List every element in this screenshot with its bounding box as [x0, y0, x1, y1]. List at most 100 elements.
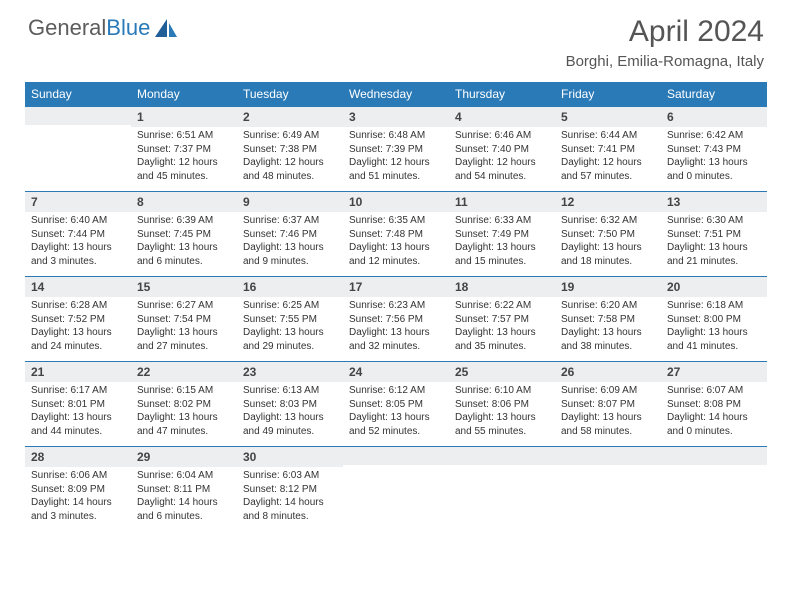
day-number: 19 — [555, 276, 661, 297]
day-cell: 8Sunrise: 6:39 AMSunset: 7:45 PMDaylight… — [131, 191, 237, 276]
day-number: 8 — [131, 191, 237, 212]
day-data: Sunrise: 6:18 AMSunset: 8:00 PMDaylight:… — [661, 297, 767, 361]
daylight-text: Daylight: 13 hours — [31, 241, 125, 255]
daylight-text: Daylight: 13 hours — [31, 326, 125, 340]
sunset-text: Sunset: 7:55 PM — [243, 313, 337, 327]
weekday-header: Saturday — [661, 82, 767, 106]
sunset-text: Sunset: 8:05 PM — [349, 398, 443, 412]
daylight-text: and 49 minutes. — [243, 425, 337, 439]
daylight-text: and 21 minutes. — [667, 255, 761, 269]
logo: GeneralBlue — [28, 15, 179, 41]
daylight-text: Daylight: 13 hours — [455, 241, 549, 255]
sunrise-text: Sunrise: 6:30 AM — [667, 214, 761, 228]
day-number: 29 — [131, 446, 237, 467]
weekday-header: Thursday — [449, 82, 555, 106]
week-row: 28Sunrise: 6:06 AMSunset: 8:09 PMDayligh… — [25, 446, 767, 531]
weekday-header: Tuesday — [237, 82, 343, 106]
day-number: 14 — [25, 276, 131, 297]
calendar-body: 1Sunrise: 6:51 AMSunset: 7:37 PMDaylight… — [25, 106, 767, 531]
day-number: 26 — [555, 361, 661, 382]
sunset-text: Sunset: 8:02 PM — [137, 398, 231, 412]
day-number: 2 — [237, 106, 343, 127]
daylight-text: and 8 minutes. — [243, 510, 337, 524]
day-number: 6 — [661, 106, 767, 127]
empty-day-body — [555, 465, 661, 517]
sunrise-text: Sunrise: 6:20 AM — [561, 299, 655, 313]
daylight-text: Daylight: 13 hours — [243, 241, 337, 255]
empty-day-header — [449, 446, 555, 465]
day-data: Sunrise: 6:46 AMSunset: 7:40 PMDaylight:… — [449, 127, 555, 191]
sunrise-text: Sunrise: 6:48 AM — [349, 129, 443, 143]
sunset-text: Sunset: 7:37 PM — [137, 143, 231, 157]
sunset-text: Sunset: 7:52 PM — [31, 313, 125, 327]
sunset-text: Sunset: 7:40 PM — [455, 143, 549, 157]
week-row: 14Sunrise: 6:28 AMSunset: 7:52 PMDayligh… — [25, 276, 767, 361]
daylight-text: Daylight: 13 hours — [561, 411, 655, 425]
weekday-header: Sunday — [25, 82, 131, 106]
sunset-text: Sunset: 8:00 PM — [667, 313, 761, 327]
day-number: 1 — [131, 106, 237, 127]
sunrise-text: Sunrise: 6:06 AM — [31, 469, 125, 483]
day-data: Sunrise: 6:10 AMSunset: 8:06 PMDaylight:… — [449, 382, 555, 446]
day-cell: 19Sunrise: 6:20 AMSunset: 7:58 PMDayligh… — [555, 276, 661, 361]
empty-day-header — [555, 446, 661, 465]
day-number: 4 — [449, 106, 555, 127]
day-cell: 23Sunrise: 6:13 AMSunset: 8:03 PMDayligh… — [237, 361, 343, 446]
empty-day-body — [343, 465, 449, 517]
empty-day-body — [661, 465, 767, 517]
daylight-text: and 48 minutes. — [243, 170, 337, 184]
daylight-text: Daylight: 13 hours — [455, 411, 549, 425]
day-data: Sunrise: 6:49 AMSunset: 7:38 PMDaylight:… — [237, 127, 343, 191]
daylight-text: and 41 minutes. — [667, 340, 761, 354]
daylight-text: and 18 minutes. — [561, 255, 655, 269]
day-cell: 27Sunrise: 6:07 AMSunset: 8:08 PMDayligh… — [661, 361, 767, 446]
sunset-text: Sunset: 7:51 PM — [667, 228, 761, 242]
daylight-text: Daylight: 13 hours — [667, 156, 761, 170]
day-cell: 1Sunrise: 6:51 AMSunset: 7:37 PMDaylight… — [131, 106, 237, 191]
day-number: 21 — [25, 361, 131, 382]
sunset-text: Sunset: 7:38 PM — [243, 143, 337, 157]
sunrise-text: Sunrise: 6:03 AM — [243, 469, 337, 483]
day-cell — [25, 106, 131, 191]
weekday-header: Wednesday — [343, 82, 449, 106]
day-cell — [449, 446, 555, 531]
sunrise-text: Sunrise: 6:33 AM — [455, 214, 549, 228]
day-data: Sunrise: 6:17 AMSunset: 8:01 PMDaylight:… — [25, 382, 131, 446]
sunset-text: Sunset: 8:01 PM — [31, 398, 125, 412]
day-cell: 26Sunrise: 6:09 AMSunset: 8:07 PMDayligh… — [555, 361, 661, 446]
day-cell: 10Sunrise: 6:35 AMSunset: 7:48 PMDayligh… — [343, 191, 449, 276]
day-cell — [555, 446, 661, 531]
day-data: Sunrise: 6:03 AMSunset: 8:12 PMDaylight:… — [237, 467, 343, 531]
daylight-text: Daylight: 13 hours — [667, 241, 761, 255]
week-row: 21Sunrise: 6:17 AMSunset: 8:01 PMDayligh… — [25, 361, 767, 446]
daylight-text: Daylight: 12 hours — [455, 156, 549, 170]
sunrise-text: Sunrise: 6:40 AM — [31, 214, 125, 228]
daylight-text: Daylight: 13 hours — [243, 411, 337, 425]
day-data: Sunrise: 6:22 AMSunset: 7:57 PMDaylight:… — [449, 297, 555, 361]
daylight-text: and 45 minutes. — [137, 170, 231, 184]
weekday-header: Friday — [555, 82, 661, 106]
day-cell: 12Sunrise: 6:32 AMSunset: 7:50 PMDayligh… — [555, 191, 661, 276]
empty-day-body — [25, 125, 131, 177]
sunrise-text: Sunrise: 6:12 AM — [349, 384, 443, 398]
logo-text: GeneralBlue — [28, 15, 150, 41]
day-cell: 9Sunrise: 6:37 AMSunset: 7:46 PMDaylight… — [237, 191, 343, 276]
day-number: 30 — [237, 446, 343, 467]
empty-day-body — [449, 465, 555, 517]
daylight-text: Daylight: 13 hours — [349, 411, 443, 425]
sunset-text: Sunset: 8:11 PM — [137, 483, 231, 497]
day-data: Sunrise: 6:40 AMSunset: 7:44 PMDaylight:… — [25, 212, 131, 276]
sunrise-text: Sunrise: 6:44 AM — [561, 129, 655, 143]
day-data: Sunrise: 6:20 AMSunset: 7:58 PMDaylight:… — [555, 297, 661, 361]
day-number: 25 — [449, 361, 555, 382]
day-number: 11 — [449, 191, 555, 212]
calendar-table: SundayMondayTuesdayWednesdayThursdayFrid… — [25, 82, 767, 531]
daylight-text: Daylight: 14 hours — [31, 496, 125, 510]
day-number: 27 — [661, 361, 767, 382]
day-number: 24 — [343, 361, 449, 382]
daylight-text: Daylight: 13 hours — [667, 326, 761, 340]
daylight-text: and 24 minutes. — [31, 340, 125, 354]
daylight-text: Daylight: 14 hours — [243, 496, 337, 510]
daylight-text: and 38 minutes. — [561, 340, 655, 354]
day-data: Sunrise: 6:33 AMSunset: 7:49 PMDaylight:… — [449, 212, 555, 276]
